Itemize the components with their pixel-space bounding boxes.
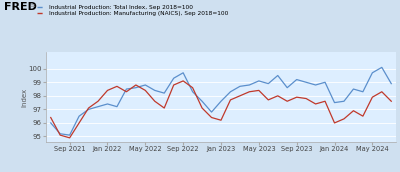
Text: FRED: FRED [4,2,37,12]
Text: ≈: ≈ [29,3,35,9]
Legend: Industrial Production: Total Index, Sep 2018=100, Industrial Production: Manufac: Industrial Production: Total Index, Sep … [37,5,228,15]
Y-axis label: Index: Index [21,88,27,107]
